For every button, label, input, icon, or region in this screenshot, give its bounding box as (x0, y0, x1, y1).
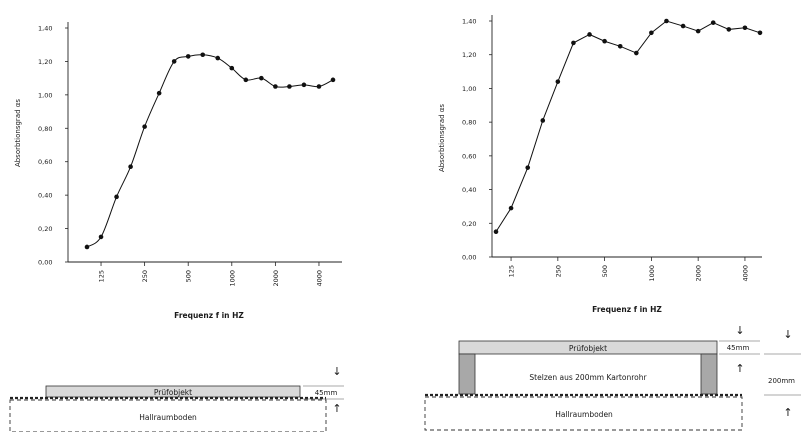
test-object-label: Prüfobjekt (154, 388, 192, 397)
chart-left-ylabel: Absorbtionsgrad αs (14, 99, 22, 167)
chart-left-x-tick-label: 500 (185, 270, 193, 282)
chart-right-ylabel: Absorbtionsgrad αs (438, 104, 446, 172)
chart-right-xlabel: Frequenz f in HZ (592, 305, 662, 314)
floor-outline (9, 399, 327, 432)
chart-right-data-point (649, 30, 654, 36)
diagram-left: Prüfobjekt Hallraumboden ↓ 45mm ↑ (9, 365, 344, 432)
chart-right-data-point (555, 79, 561, 84)
chart-left: Absorbtionsgrad αs Frequenz f in HZ 0,00… (14, 22, 342, 320)
diagram-right: Prüfobjekt Stelzen aus 200mm Kartonrohr … (424, 324, 801, 431)
chart-right-x-tick-label: 1000 (648, 265, 656, 282)
chart-right-data-point (726, 27, 732, 32)
chart-right-series-line (495, 20, 761, 232)
chart-left-data-point (171, 59, 177, 64)
chart-right-data-point (571, 40, 576, 46)
chart-left-data-point (316, 84, 322, 89)
chart-left-y-tick-label: 1,40 (38, 25, 52, 33)
chart-left-data-point (185, 54, 191, 59)
test-object-label: Prüfobjekt (569, 344, 607, 353)
chart-right-data-point (493, 229, 499, 235)
chart-right-data-point (602, 38, 607, 44)
chart-left-data-point (273, 84, 278, 89)
dim-label-top: 45mm (727, 344, 750, 352)
test-object-slab (458, 340, 718, 355)
chart-right-y-tick-label: 0,40 (462, 186, 476, 194)
stilt-right (700, 353, 718, 395)
chart-right-data-point (695, 28, 701, 34)
chart-left-data-point (84, 244, 90, 250)
chart-left-data-point (301, 82, 307, 88)
chart-right-y-tick-label: 0,20 (462, 220, 476, 228)
chart-left-y-tick-label: 0,80 (38, 125, 52, 133)
chart-right-data-point (757, 30, 763, 36)
chart-right-data-point (617, 43, 623, 49)
dim-label: 45mm (315, 389, 338, 397)
chart-right-x-tick-label: 250 (554, 265, 562, 277)
dim-arrow-down-icon: ↓ (735, 324, 744, 337)
floor-label: Hallraumboden (139, 413, 197, 422)
chart-left-data-point (114, 194, 119, 200)
chart-right-y-tick-label: 0,80 (462, 119, 476, 127)
chart-right-x-tick-label: 125 (508, 265, 516, 277)
chart-right: Absorbtionsgrad αs Frequenz f in HZ 0,00… (438, 15, 763, 314)
chart-left-y-tick-label: 0,00 (38, 259, 52, 267)
chart-right-data-point (664, 18, 669, 24)
chart-left-data-point (200, 52, 206, 58)
chart-right-data-point (540, 118, 546, 123)
chart-left-x-tick-label: 1000 (228, 270, 236, 287)
chart-left-y-tick-label: 1,00 (38, 91, 52, 99)
dim-arrow-up-side-icon: ↑ (783, 406, 792, 419)
floor-label: Hallraumboden (555, 410, 613, 419)
chart-left-y-tick-label: 0,40 (38, 192, 52, 200)
chart-right-data-point (634, 50, 639, 56)
chart-left-y-tick-label: 1,20 (38, 58, 52, 66)
chart-right-y-tick-label: 1,00 (462, 85, 476, 93)
chart-right-data-point (742, 25, 748, 31)
dim-arrow-up-icon: ↑ (332, 402, 341, 415)
chart-right-data-point (525, 165, 531, 170)
dim-arrow-down-side-icon: ↓ (783, 328, 792, 341)
dim-label-side: 200mm (768, 377, 795, 385)
chart-right-y-tick-label: 0,60 (462, 152, 476, 160)
chart-left-x-tick-label: 125 (98, 270, 106, 282)
stilt-left (458, 353, 476, 395)
chart-left-data-point (215, 55, 221, 61)
chart-left-data-point (259, 75, 264, 81)
chart-left-data-point (156, 90, 162, 96)
chart-right-x-tick-label: 2000 (695, 265, 703, 282)
chart-left-series-line (86, 54, 334, 248)
chart-left-data-point (243, 77, 249, 83)
stilts-label: Stelzen aus 200mm Kartonrohr (529, 373, 647, 382)
chart-left-data-point (330, 77, 336, 83)
chart-right-x-tick-label: 4000 (741, 265, 749, 282)
chart-right-data-point (710, 20, 716, 25)
chart-left-data-point (98, 234, 104, 240)
chart-right-data-point (587, 32, 592, 37)
chart-left-x-tick-label: 250 (141, 270, 149, 282)
chart-left-data-point (128, 164, 133, 170)
chart-right-y-tick-label: 1,40 (462, 18, 476, 26)
chart-left-data-point (142, 124, 147, 129)
chart-right-data-point (680, 23, 686, 29)
chart-left-y-tick-label: 0,60 (38, 158, 52, 166)
chart-left-y-tick-label: 0,20 (38, 225, 52, 233)
chart-left-x-tick-label: 4000 (315, 270, 323, 287)
chart-left-data-point (229, 65, 235, 71)
chart-left-data-point (287, 84, 292, 89)
chart-left-x-tick-label: 2000 (272, 270, 280, 287)
chart-right-data-point (508, 205, 514, 211)
dim-arrow-down-icon: ↓ (332, 365, 341, 378)
chart-left-xlabel: Frequenz f in HZ (174, 311, 244, 320)
dim-arrow-up-icon: ↑ (735, 362, 744, 375)
chart-right-y-tick-label: 1,20 (462, 51, 476, 59)
chart-right-x-tick-label: 500 (601, 265, 609, 277)
chart-right-y-tick-label: 0,00 (462, 254, 476, 262)
